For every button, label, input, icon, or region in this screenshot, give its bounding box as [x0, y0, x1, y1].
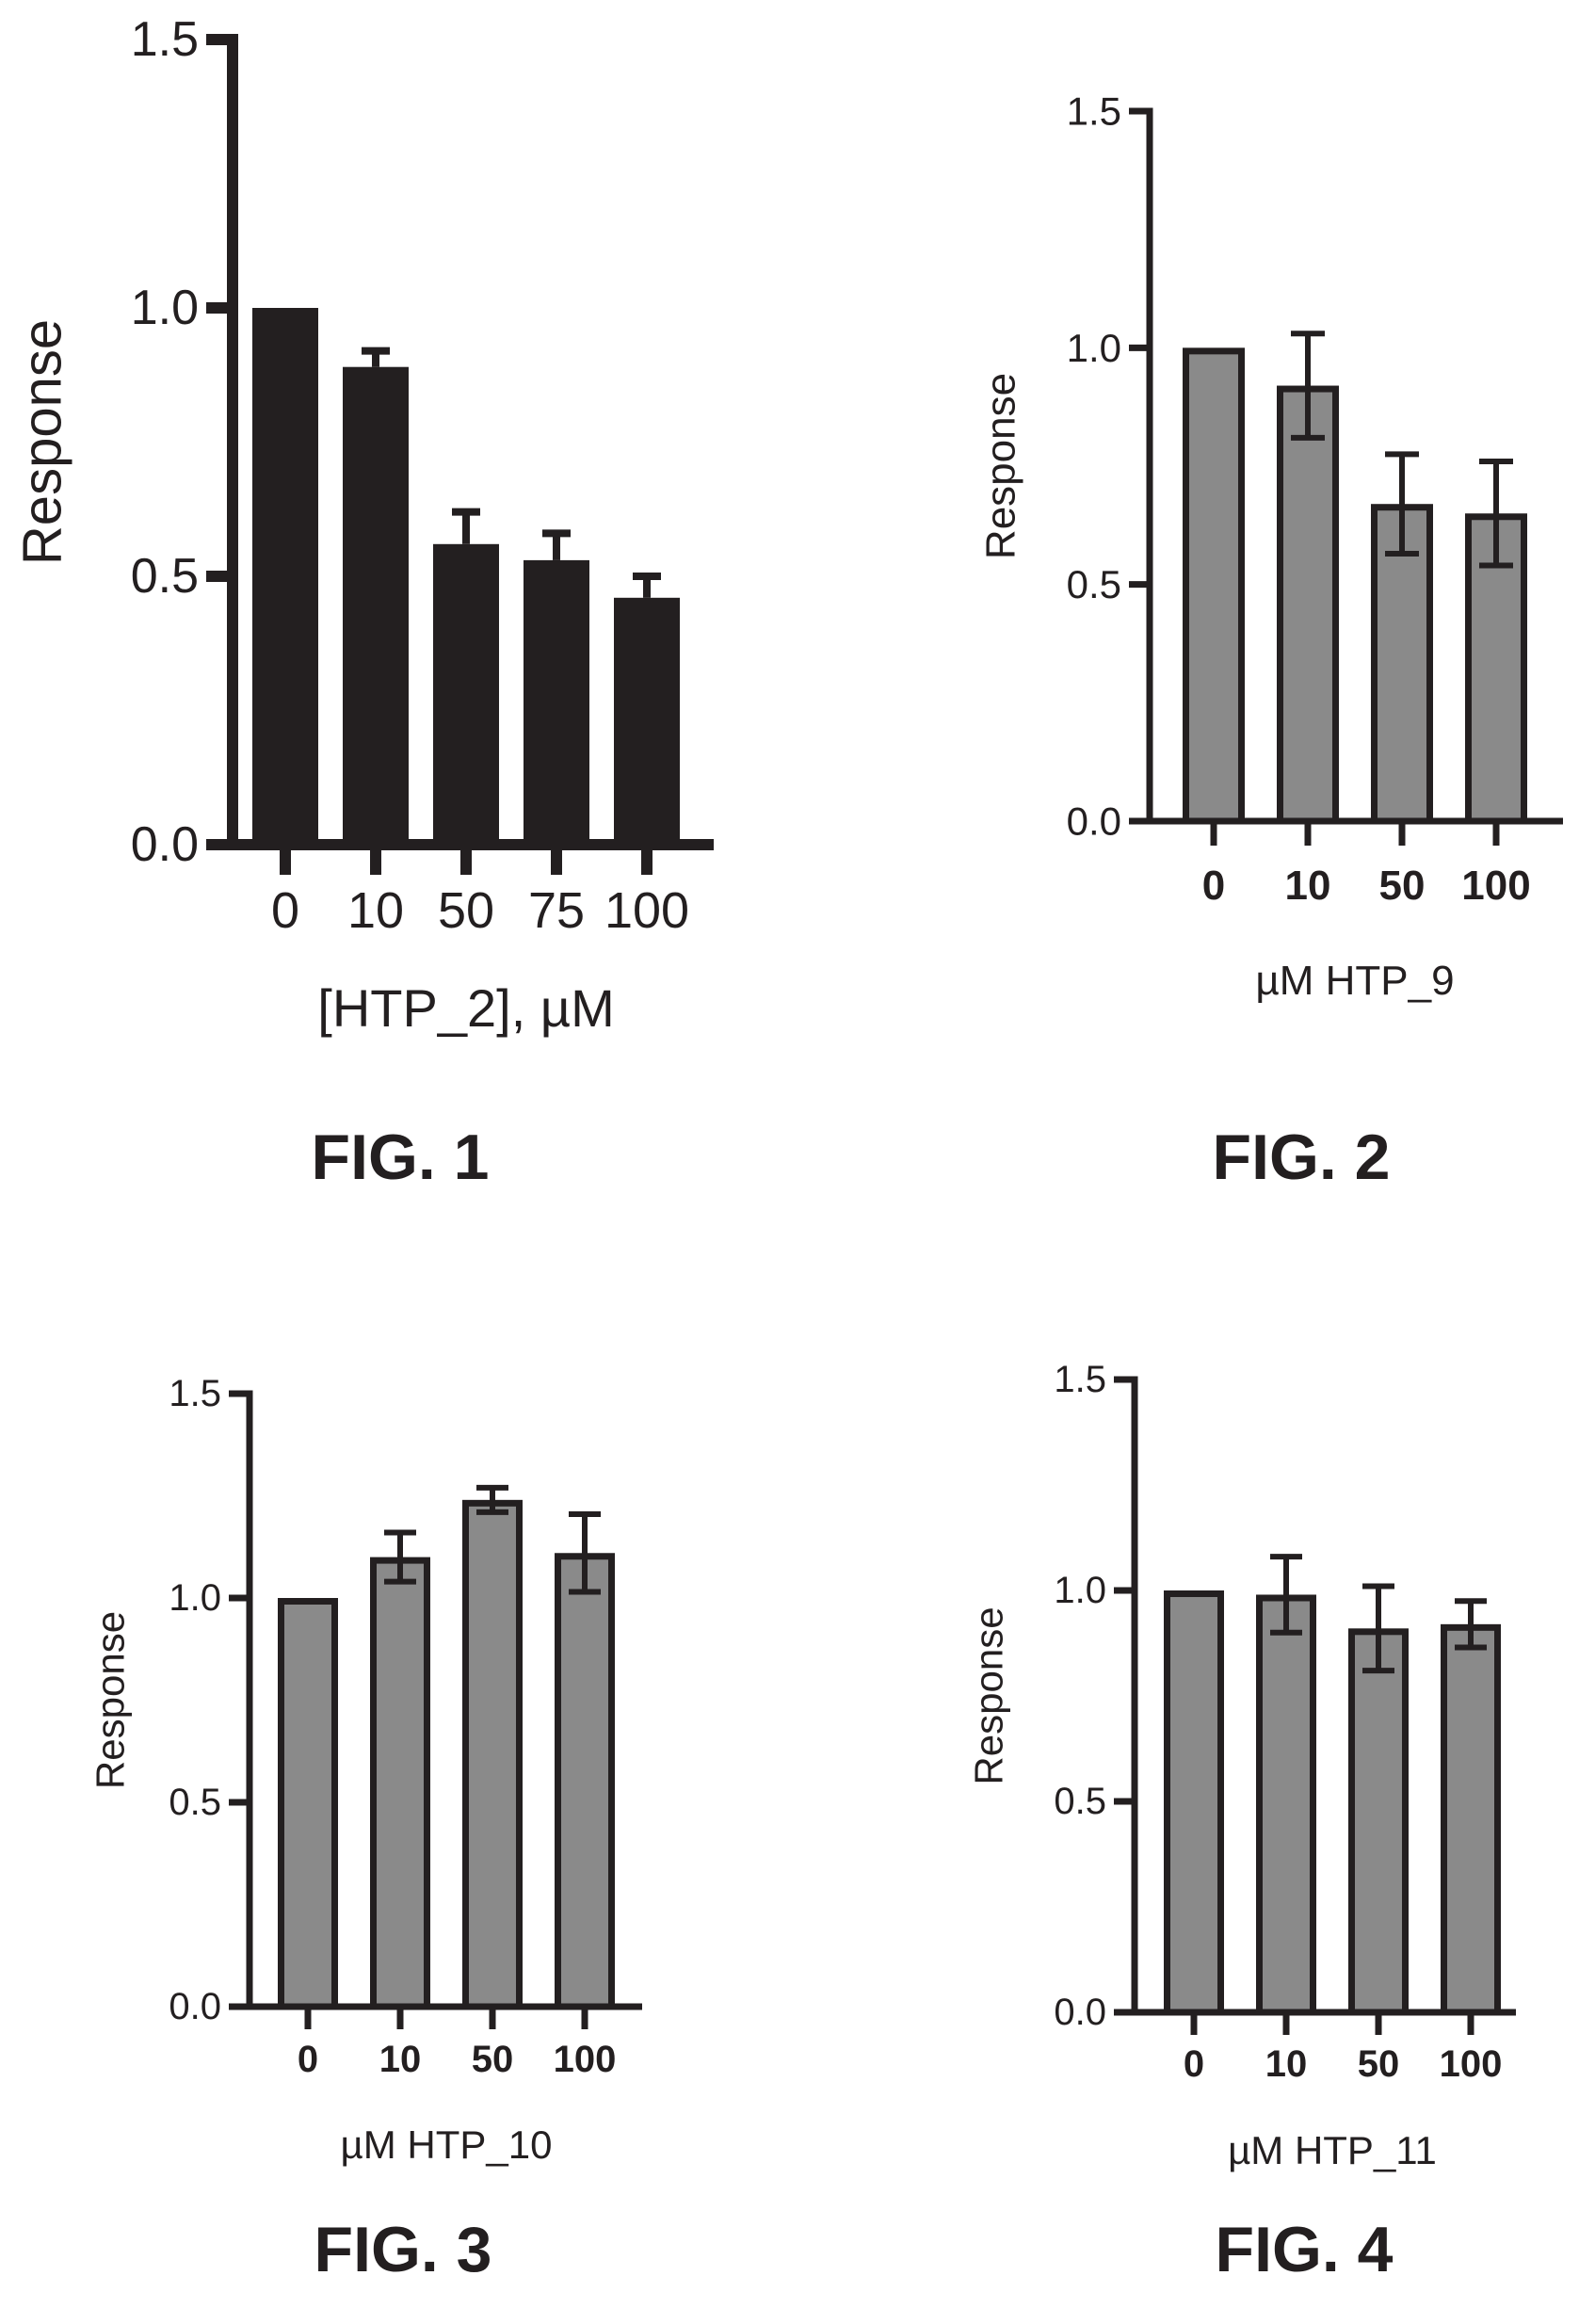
x-tick-label: 0 — [298, 2039, 318, 2080]
y-tick-label: 0.0 — [131, 817, 199, 872]
bar — [1183, 347, 1245, 825]
y-tick-label: 1.0 — [1067, 326, 1121, 370]
x-tick-label: 10 — [379, 2039, 422, 2080]
chart-fig-2: 0.0 0.5 1.0 1.5 0 10 50 100 µM HTP_9 Response — [978, 89, 1563, 1004]
x-tick-label: 100 — [554, 2039, 617, 2080]
chart-fig-1: 0.0 0.5 1.0 1.5 0 10 50 75 100 [HTP_2], µM Respons… — [12, 12, 714, 1038]
x-tick-label: 100 — [1440, 2043, 1503, 2085]
x-tick-label: 0 — [1184, 2043, 1204, 2085]
x-axis-label: µM HTP_9 — [1255, 958, 1454, 1004]
x-tick-label: 100 — [604, 882, 689, 939]
y-tick-label: 1.0 — [131, 281, 199, 335]
bar — [343, 366, 409, 845]
fig-1-caption: FIG. 1 — [311, 1122, 490, 1193]
bar — [1256, 1594, 1316, 2016]
bar — [462, 1499, 523, 2010]
x-tick-label: 75 — [528, 882, 585, 939]
chart-fig-3: 0.0 0.5 1.0 1.5 0 10 50 100 µM HTP_10 Response — [89, 1373, 642, 2167]
x-axis-label: µM HTP_11 — [1228, 2128, 1437, 2172]
bar — [1441, 1623, 1501, 2016]
bar — [614, 597, 680, 845]
bar — [555, 1553, 615, 2010]
x-axis-label: [HTP_2], µM — [317, 978, 614, 1038]
x-tick-label: 50 — [1379, 863, 1426, 909]
y-tick-label: 0.0 — [169, 1986, 221, 2027]
x-tick-label: 50 — [472, 2039, 514, 2080]
y-axis-label: Response — [978, 373, 1024, 559]
x-tick-label: 100 — [1461, 863, 1530, 909]
bar — [278, 1598, 338, 2010]
x-tick-label: 10 — [1265, 2043, 1308, 2085]
y-axis-label: Response — [89, 1611, 133, 1789]
bar — [1348, 1628, 1409, 2016]
bar — [1164, 1590, 1224, 2016]
x-tick-label: 10 — [1285, 863, 1331, 909]
bar — [1277, 385, 1339, 825]
x-tick-label: 10 — [347, 882, 404, 939]
fig-4-caption: FIG. 4 — [1215, 2214, 1394, 2285]
x-tick-label: 50 — [1358, 2043, 1400, 2085]
y-tick-label: 1.5 — [1054, 1359, 1106, 1400]
y-tick-label: 1.5 — [169, 1373, 221, 1414]
y-tick-label: 1.5 — [131, 12, 199, 67]
bar — [524, 559, 589, 845]
y-tick-label: 0.5 — [131, 549, 199, 604]
bar — [433, 543, 499, 845]
y-tick-label: 0.5 — [169, 1782, 221, 1823]
bar — [370, 1557, 430, 2010]
y-axis-label: Response — [967, 1606, 1011, 1784]
x-tick-label: 0 — [271, 882, 299, 939]
bar — [252, 308, 318, 845]
y-axis-label: Response — [12, 319, 73, 565]
fig-3-caption: FIG. 3 — [314, 2214, 492, 2285]
y-tick-label: 0.5 — [1054, 1781, 1106, 1822]
x-axis-label: µM HTP_10 — [341, 2122, 553, 2167]
y-tick-label: 1.5 — [1067, 89, 1121, 134]
y-tick-label: 0.5 — [1067, 562, 1121, 606]
y-tick-label: 1.0 — [1054, 1570, 1106, 1611]
chart-fig-4: 0.0 0.5 1.0 1.5 0 10 50 100 µM HTP_11 Response — [967, 1359, 1516, 2172]
x-tick-label: 50 — [438, 882, 494, 939]
x-tick-label: 0 — [1202, 863, 1225, 909]
y-tick-label: 0.0 — [1067, 799, 1121, 844]
y-tick-label: 1.0 — [169, 1577, 221, 1619]
fig-2-caption: FIG. 2 — [1212, 1122, 1391, 1193]
y-tick-label: 0.0 — [1054, 1992, 1106, 2033]
